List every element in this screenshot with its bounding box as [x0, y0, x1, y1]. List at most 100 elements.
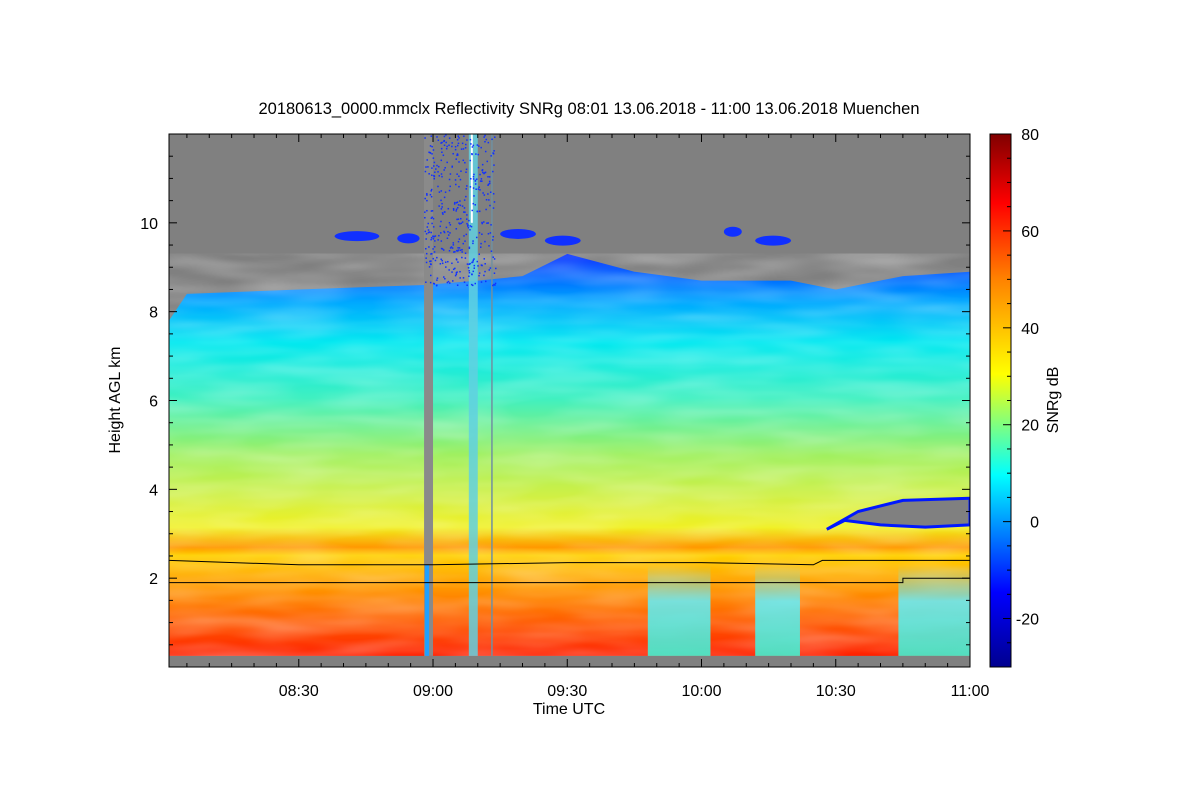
noise-speckle	[424, 137, 426, 139]
noise-speckle	[451, 166, 453, 168]
noise-speckle	[484, 240, 486, 243]
noise-speckle	[440, 190, 443, 192]
lower-precip-columns	[647, 564, 970, 656]
noise-speckle	[451, 280, 454, 282]
noise-speckle	[436, 279, 438, 281]
noise-speckle	[487, 193, 489, 195]
x-axis-label: Time UTC	[533, 701, 605, 718]
light-precip-column	[898, 564, 970, 656]
noise-speckle	[448, 137, 451, 139]
noise-speckle	[433, 165, 435, 167]
light-precip-column	[647, 564, 711, 656]
noise-speckle	[447, 280, 450, 283]
noise-speckle	[437, 171, 439, 173]
noise-speckle	[426, 209, 428, 212]
noise-speckle	[430, 217, 433, 219]
noise-speckle	[483, 258, 486, 260]
noise-speckle	[425, 166, 427, 168]
noise-speckle	[484, 134, 486, 137]
noise-speckle	[484, 263, 486, 265]
noise-speckle	[441, 151, 443, 153]
noise-speckle	[427, 229, 430, 231]
noise-speckle	[479, 189, 481, 191]
noise-speckle	[477, 188, 480, 190]
noise-speckle	[432, 238, 435, 240]
noise-speckle	[451, 271, 453, 273]
noise-speckle	[442, 213, 444, 215]
noise-speckle	[431, 174, 433, 177]
noise-speckle	[457, 135, 459, 137]
noise-speckle	[430, 210, 433, 212]
noise-speckle	[463, 199, 466, 201]
noise-speckle	[492, 256, 494, 258]
noise-speckle	[468, 271, 471, 274]
interruption-column	[470, 134, 473, 223]
noise-speckle	[433, 177, 436, 180]
noise-speckle	[444, 191, 447, 193]
noise-speckle	[470, 143, 472, 145]
noise-speckle	[455, 210, 457, 212]
x-tick-label: 09:00	[413, 683, 453, 700]
noise-speckle	[434, 235, 437, 237]
noise-speckle	[478, 186, 480, 188]
noise-speckle	[452, 242, 455, 244]
noise-speckle	[489, 232, 492, 234]
noise-speckle	[473, 195, 475, 197]
noise-speckle	[459, 223, 461, 225]
plot-area	[169, 134, 970, 667]
noise-speckle	[440, 220, 442, 223]
noise-speckle	[463, 135, 465, 138]
noise-speckle	[480, 246, 482, 248]
noise-speckle	[493, 164, 495, 166]
noise-speckle	[458, 137, 460, 139]
noise-speckle	[488, 199, 490, 201]
noise-speckle	[430, 260, 432, 262]
noise-speckle	[471, 146, 474, 148]
noise-speckle	[441, 262, 444, 265]
noise-speckle	[479, 180, 482, 182]
noise-speckle	[463, 207, 466, 209]
noise-speckle	[430, 238, 432, 241]
noise-speckle	[464, 240, 466, 242]
noise-speckle	[436, 256, 438, 259]
noise-speckle	[436, 284, 438, 287]
noise-speckle	[485, 138, 488, 141]
noise-speckle	[492, 152, 494, 154]
noise-speckle	[432, 149, 435, 151]
interruption-column	[425, 564, 430, 656]
noise-speckle	[467, 226, 470, 229]
x-tick-label: 11:00	[951, 683, 990, 700]
noise-speckle	[480, 281, 483, 283]
noise-speckle	[443, 230, 445, 233]
noise-speckle	[468, 263, 470, 265]
noise-speckle	[471, 284, 474, 287]
noise-speckle	[427, 222, 429, 225]
noise-speckle	[457, 261, 459, 263]
noise-speckle	[473, 258, 475, 260]
noise-speckle	[481, 222, 484, 225]
noise-speckle	[464, 161, 466, 164]
noise-speckle	[428, 151, 430, 154]
noise-speckle	[466, 139, 468, 141]
noise-speckle	[466, 185, 468, 187]
noise-speckle	[485, 280, 487, 283]
noise-speckle	[425, 257, 427, 259]
noise-speckle	[441, 175, 443, 178]
noise-speckle	[492, 170, 494, 173]
noise-speckle	[469, 138, 472, 141]
interruption-column	[424, 134, 434, 656]
noise-speckle	[478, 272, 481, 274]
noise-speckle	[445, 266, 447, 268]
noise-speckle	[448, 282, 451, 284]
noise-speckle	[447, 260, 449, 263]
noise-speckle	[433, 251, 436, 253]
noise-speckle	[443, 196, 446, 199]
noise-speckle	[436, 164, 438, 167]
noise-speckle	[458, 238, 461, 240]
noise-speckle	[448, 250, 451, 252]
noise-speckle	[457, 154, 459, 156]
noise-speckle	[425, 281, 427, 283]
interruption-column	[468, 134, 478, 656]
noise-speckle	[440, 247, 443, 250]
noise-speckle	[457, 207, 459, 209]
